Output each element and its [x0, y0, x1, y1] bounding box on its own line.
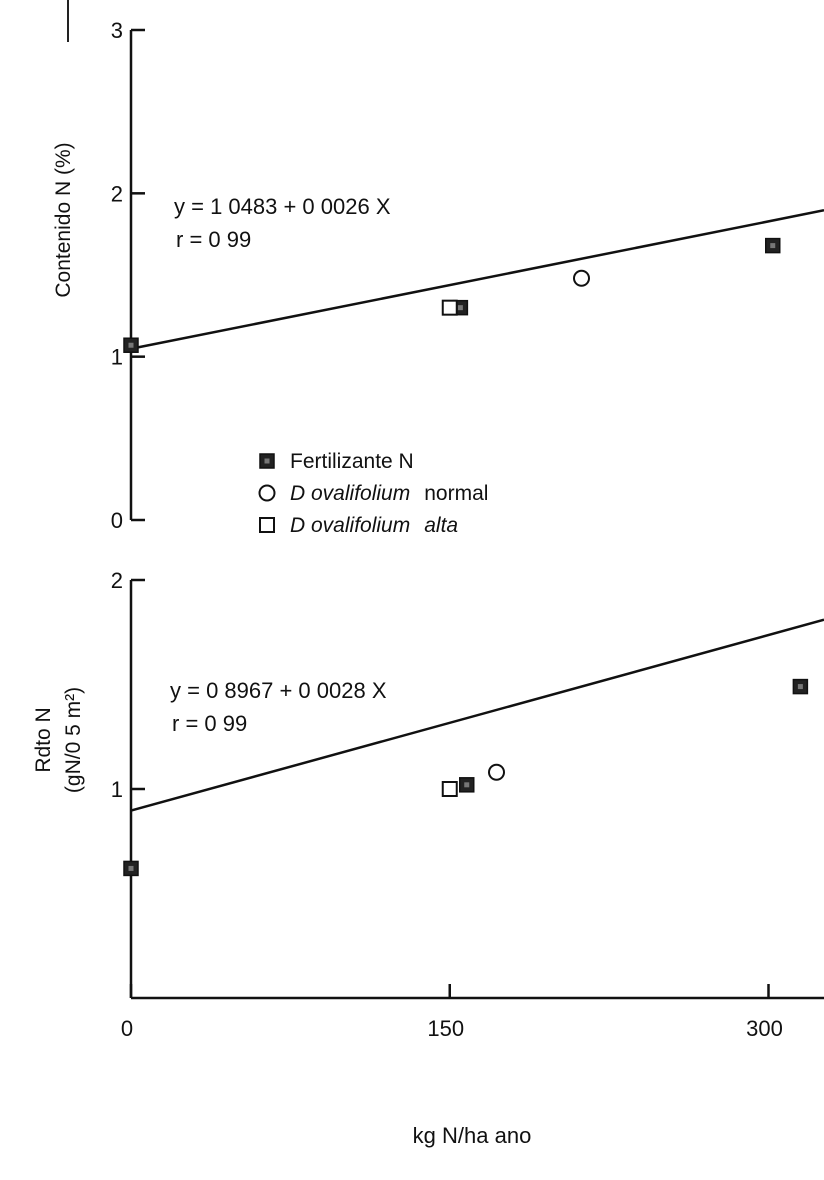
top-regression-line — [130, 209, 824, 351]
top-marks — [123, 209, 824, 353]
bottom-regression-line — [130, 618, 824, 812]
bottom-point-filled-square-inner — [464, 782, 470, 788]
top-r-value: r = 0 99 — [176, 227, 251, 252]
top-y-tick-label: 2 — [111, 181, 123, 206]
legend-label: Fertilizante N — [290, 450, 414, 473]
bottom-y-tick-label: 1 — [111, 777, 123, 802]
x-tick-label: 150 — [427, 1016, 464, 1041]
bottom-marks — [123, 618, 824, 877]
legend-label-part: normal — [424, 482, 488, 505]
legend-label: D ovalifolium normal — [290, 482, 488, 505]
legend-label: D ovalifolium alta — [290, 514, 458, 537]
x-axis-label: kg N/ha ano — [413, 1123, 532, 1148]
bottom-point-filled-square-inner — [128, 865, 134, 871]
bottom-point-open-circle — [488, 763, 505, 781]
legend-label-part: Fertilizante N — [290, 450, 414, 473]
top-point-filled-square-inner — [770, 243, 776, 249]
top-y-axis: 0 1 2 3 — [111, 18, 145, 533]
bottom-y-axis-label-line2: (gN/0 5 m²) — [62, 687, 85, 793]
top-point-filled-square-inner — [128, 342, 134, 348]
legend-marker-open-square — [259, 517, 275, 533]
top-point-open-circle — [573, 269, 590, 287]
legend-marker-open-circle — [258, 484, 276, 502]
top-point-filled-square-inner — [457, 305, 463, 311]
top-panel: 0 1 2 3 Contenido N (%) y = 1 0483 + 0 0026… — [52, 18, 824, 533]
legend-marker-filled-square-inner — [264, 458, 270, 464]
bottom-equation: y = 0 8967 + 0 0028 X — [170, 678, 387, 703]
x-tick-label: 0 — [121, 1016, 133, 1041]
bottom-y-axis-label-line1: Rdto N — [32, 707, 55, 772]
bottom-point-open-square — [441, 781, 458, 797]
top-y-tick-label: 1 — [111, 345, 123, 370]
bottom-axes: 1 2 0 150 300 — [111, 568, 824, 1041]
top-equation: y = 1 0483 + 0 0026 X — [174, 194, 391, 219]
bottom-y-tick-label: 2 — [111, 568, 123, 593]
bottom-r-value: r = 0 99 — [172, 711, 247, 736]
legend-label-part: D ovalifolium — [290, 482, 410, 505]
top-y-axis-label: Contenido N (%) — [52, 142, 75, 297]
top-y-tick-label: 0 — [111, 508, 123, 533]
bottom-point-filled-square-inner — [797, 684, 803, 690]
top-y-tick-label: 3 — [111, 18, 123, 43]
legend-label-part: alta — [424, 514, 458, 537]
legend-label-part: D ovalifolium — [290, 514, 410, 537]
x-tick-label: 300 — [746, 1016, 783, 1041]
bottom-panel: 1 2 0 150 300 Rdto N (gN/0 5 m²) y = 0 8967 … — [32, 568, 824, 1041]
top-point-open-square — [441, 299, 458, 316]
